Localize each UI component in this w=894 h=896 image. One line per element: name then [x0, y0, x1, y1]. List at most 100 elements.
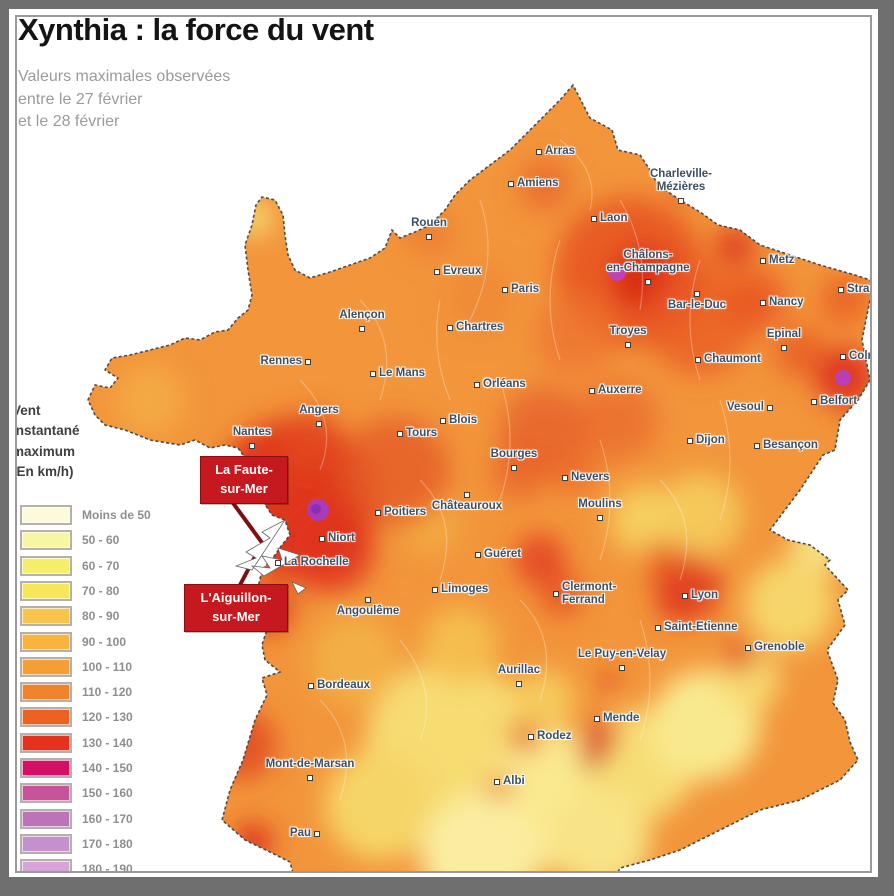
legend-swatch [20, 707, 72, 728]
city-label: Vesoul [726, 401, 764, 413]
legend-swatch [20, 682, 72, 703]
city-label: Bar-le-Duc [667, 299, 727, 311]
city-label: Chaumont [704, 353, 761, 365]
legend-swatch [20, 656, 72, 677]
legend-label: 50 - 60 [82, 533, 120, 548]
city-label: Rouen [411, 217, 447, 229]
city-dot [275, 560, 281, 566]
legend-label: 70 - 80 [82, 583, 120, 598]
city-dot [434, 269, 440, 275]
city-label: Pau [289, 827, 311, 839]
city-dot [375, 510, 381, 516]
city-dot [249, 443, 255, 449]
city-dot [594, 716, 600, 722]
city-label: Blois [449, 414, 478, 426]
legend-label: 170 - 180 [82, 836, 133, 851]
city-label: Tours [406, 427, 438, 439]
city-dot [760, 258, 766, 264]
city-dot [359, 326, 365, 332]
city-label: Angoulême [336, 605, 400, 617]
city-dot [562, 475, 568, 481]
city-label: Strasbourg [847, 283, 870, 295]
legend-label: 90 - 100 [82, 634, 127, 649]
city-label: Laon [600, 212, 628, 224]
city-dot [511, 465, 517, 471]
city-label: Troyes [609, 325, 647, 337]
city-label: Clermont- Ferrand [562, 581, 617, 606]
city-dot [655, 625, 661, 631]
callout-box: La Faute- sur-Mer [200, 456, 288, 504]
legend-swatch [20, 758, 72, 778]
city-dot [365, 597, 371, 603]
city-dot [319, 536, 325, 542]
legend-label: 60 - 70 [82, 558, 120, 573]
city-label: Auxerre [598, 384, 642, 396]
city-label: Nantes [232, 426, 272, 438]
legend-label: 130 - 140 [82, 735, 133, 750]
city-label: Charleville- Mézières [650, 168, 712, 193]
city-dot [687, 438, 693, 444]
legend-swatch [20, 580, 72, 601]
legend-swatch [20, 859, 72, 871]
legend-swatch [20, 631, 72, 652]
city-dot [494, 779, 500, 785]
city-label: Belfort [820, 395, 858, 407]
city-label: Paris [511, 283, 540, 295]
legend-swatch [20, 530, 72, 551]
city-dot [370, 371, 376, 377]
legend-label: 120 - 130 [82, 710, 133, 725]
city-dot [475, 552, 481, 558]
paper-background: Xynthia : la force du vent Valeurs maxim… [9, 9, 878, 877]
city-dot [754, 443, 760, 449]
city-label: Mont-de-Marsan [265, 758, 355, 770]
city-label: Nevers [571, 471, 610, 483]
city-label: Evreux [443, 265, 482, 277]
legend-swatch [20, 606, 72, 627]
city-label: Arras [545, 145, 576, 157]
legend-swatch [20, 808, 72, 829]
city-dot [645, 279, 651, 285]
city-dot [464, 492, 470, 498]
city-label: Bourges [490, 448, 538, 460]
city-dot [678, 198, 684, 204]
legend-label: 100 - 110 [82, 659, 133, 674]
city-dot [619, 665, 625, 671]
subtitle-line: et le 28 février [18, 113, 120, 131]
city-dot [625, 342, 631, 348]
city-label: Bordeaux [317, 679, 371, 691]
city-dot [528, 734, 534, 740]
legend-label: Moins de 50 [82, 508, 151, 522]
city-dot [305, 359, 311, 365]
city-label: Dijon [696, 434, 725, 446]
legend-label: 160 - 170 [82, 811, 133, 826]
city-label: Lyon [691, 589, 719, 601]
city-dot [447, 325, 453, 331]
city-label: Angers [299, 404, 339, 416]
city-label: Albi [503, 775, 525, 787]
page-title: Xynthia : la force du vent [18, 15, 374, 47]
legend-label: 180 - 190 [82, 862, 133, 873]
city-dot [516, 681, 522, 687]
city-label: Besançon [763, 439, 818, 451]
legend-title: Vent instantané maximum (En km/h) [15, 403, 80, 479]
legend-label: 80 - 90 [82, 609, 120, 624]
city-dot [745, 645, 751, 651]
legend-swatch [20, 555, 72, 576]
city-dot [502, 287, 508, 293]
subtitle-line: entre le 27 février [18, 90, 143, 108]
city-dot [781, 345, 787, 351]
legend-label: 140 - 150 [82, 761, 133, 775]
city-dot [307, 775, 313, 781]
city-label: Moulins [578, 498, 622, 510]
city-label: Colmar [849, 350, 870, 362]
city-dot [760, 300, 766, 306]
city-label: Châlons- en-Champagne [606, 249, 690, 274]
city-label: Le Puy-en-Velay [577, 648, 667, 660]
legend-swatch [20, 833, 72, 854]
city-dot [426, 234, 432, 240]
france-wind-map [87, 84, 870, 871]
city-label: La Rochelle [284, 556, 349, 568]
city-label: Châteauroux [431, 500, 503, 512]
city-dot [508, 181, 514, 187]
